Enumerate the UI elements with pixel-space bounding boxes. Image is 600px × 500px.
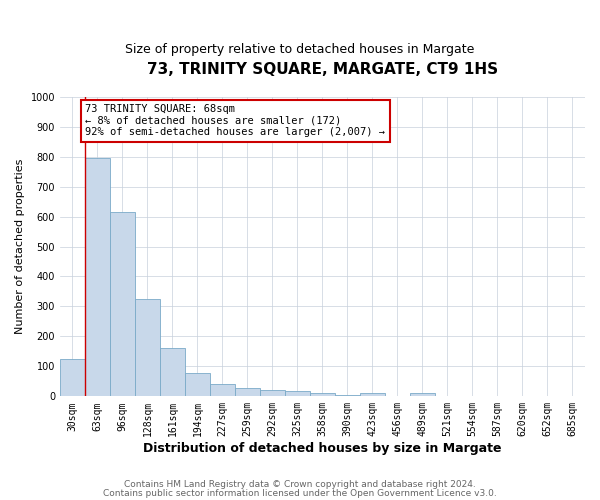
Bar <box>135 299 160 396</box>
Bar <box>260 390 285 396</box>
Bar <box>185 374 210 396</box>
Bar <box>235 388 260 396</box>
Bar <box>110 212 135 396</box>
Y-axis label: Number of detached properties: Number of detached properties <box>15 159 25 334</box>
Text: Contains public sector information licensed under the Open Government Licence v3: Contains public sector information licen… <box>103 488 497 498</box>
Bar <box>410 394 435 396</box>
Bar <box>285 391 310 396</box>
Bar <box>85 158 110 396</box>
Bar <box>160 348 185 397</box>
Bar <box>210 384 235 396</box>
Bar <box>335 395 360 396</box>
X-axis label: Distribution of detached houses by size in Margate: Distribution of detached houses by size … <box>143 442 502 455</box>
Text: 73 TRINITY SQUARE: 68sqm
← 8% of detached houses are smaller (172)
92% of semi-d: 73 TRINITY SQUARE: 68sqm ← 8% of detache… <box>85 104 385 138</box>
Bar <box>360 394 385 396</box>
Bar <box>310 392 335 396</box>
Text: Contains HM Land Registry data © Crown copyright and database right 2024.: Contains HM Land Registry data © Crown c… <box>124 480 476 489</box>
Text: Size of property relative to detached houses in Margate: Size of property relative to detached ho… <box>125 42 475 56</box>
Bar <box>60 359 85 397</box>
Title: 73, TRINITY SQUARE, MARGATE, CT9 1HS: 73, TRINITY SQUARE, MARGATE, CT9 1HS <box>147 62 498 78</box>
